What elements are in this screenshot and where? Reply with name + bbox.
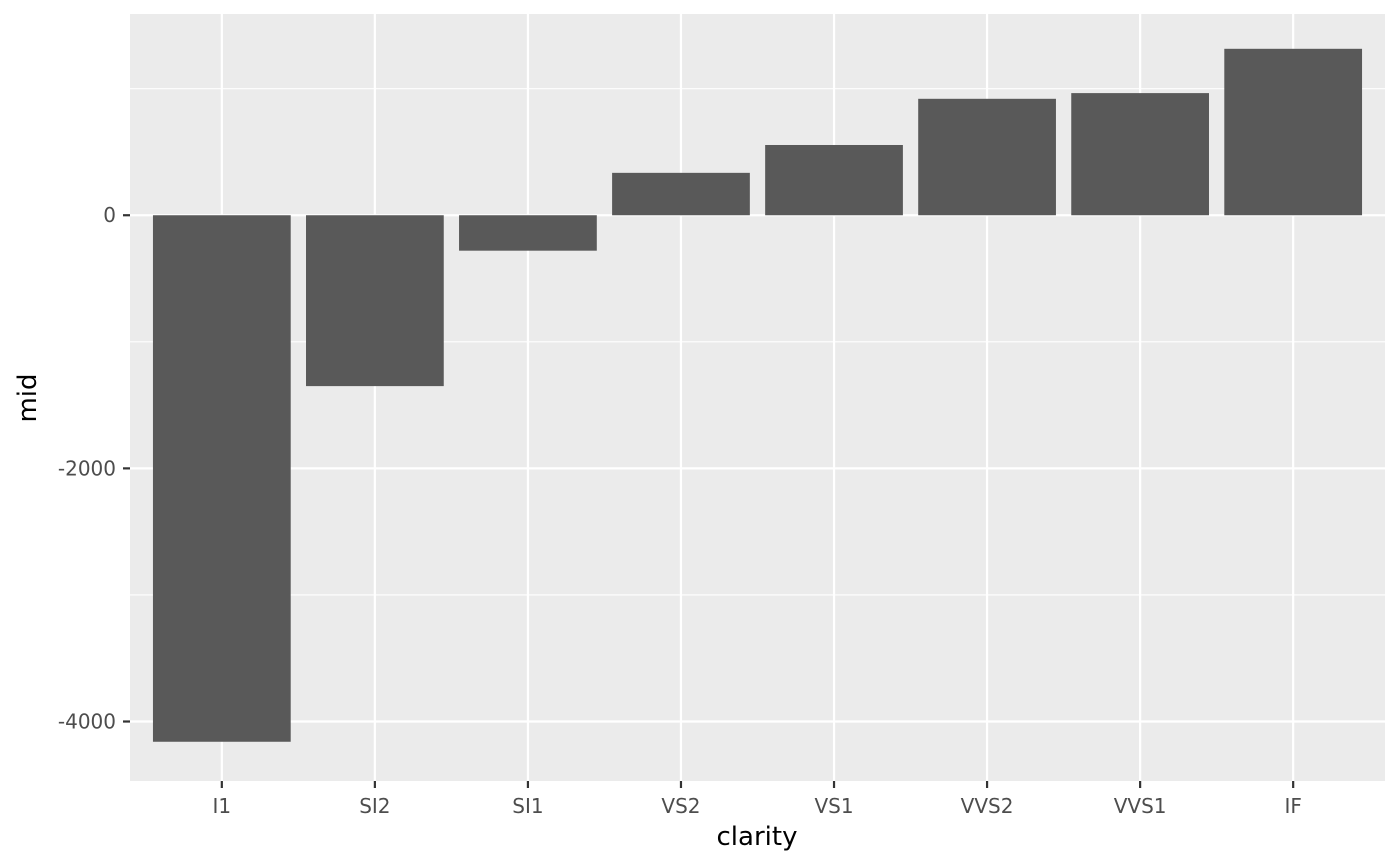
x-tick-label: VS1 — [814, 794, 853, 818]
x-tick-label: SI1 — [512, 794, 543, 818]
x-tick-label: VVS2 — [961, 794, 1014, 818]
y-tick-label: 0 — [103, 203, 116, 227]
bar-i1 — [152, 215, 291, 742]
x-tick-label: IF — [1284, 794, 1301, 818]
y-tick-label: -4000 — [58, 710, 116, 734]
x-tick-label: VVS1 — [1114, 794, 1167, 818]
bar-vs2 — [612, 172, 750, 216]
major-gridlines — [130, 14, 1385, 781]
bar-si1 — [459, 215, 597, 251]
bar-vs1 — [765, 144, 903, 216]
x-axis-title: clarity — [717, 822, 798, 852]
x-tick-label: I1 — [213, 794, 232, 818]
y-axis-title: mid — [13, 373, 43, 422]
bar-vvs2 — [918, 98, 1056, 216]
bars — [152, 48, 1363, 742]
x-tick-label: SI2 — [359, 794, 390, 818]
bar-if — [1224, 48, 1363, 216]
bar-si2 — [306, 215, 444, 387]
x-axis: I1 SI2 SI1 VS2 VS1 VVS2 VVS1 IF — [213, 781, 1302, 818]
y-tick-label: -2000 — [58, 456, 116, 480]
bar-vvs1 — [1071, 93, 1209, 216]
y-axis: -4000 -2000 0 — [58, 203, 130, 734]
x-tick-label: VS2 — [661, 794, 700, 818]
